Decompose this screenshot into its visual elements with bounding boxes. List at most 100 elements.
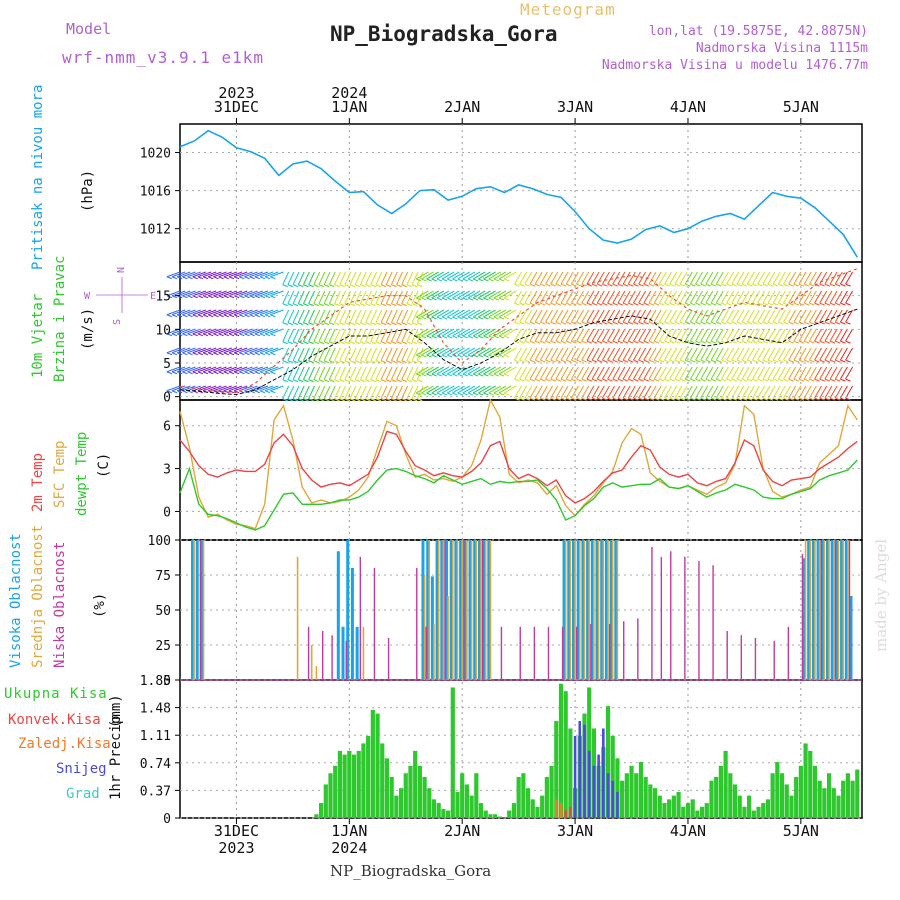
wind-barb-flag xyxy=(840,359,846,363)
precip-bar xyxy=(464,784,470,818)
wind-barb xyxy=(431,366,445,375)
wind-barb xyxy=(803,328,812,342)
wind-barb xyxy=(814,385,823,399)
wind-barb-flag xyxy=(264,314,271,318)
model-elevation: Nadmorska Visina u modelu 1476.77m xyxy=(601,58,868,73)
precip-bar xyxy=(483,810,488,818)
wind-barb-flag xyxy=(819,302,825,306)
precip-bar xyxy=(662,803,667,818)
wind-barb xyxy=(819,290,828,304)
wind-barb xyxy=(344,366,352,380)
wind-barb xyxy=(411,309,419,323)
wind-barb-flag xyxy=(824,340,831,344)
wind-barb-flag xyxy=(710,340,717,344)
temperature-ytick-label: 3 xyxy=(163,463,171,478)
wind-barb xyxy=(648,309,657,323)
wind-barb-flag xyxy=(375,303,382,307)
wind-barb xyxy=(328,347,336,361)
wind-barb xyxy=(726,385,735,399)
pressure-frame xyxy=(179,123,863,263)
wind-barb-flag xyxy=(571,378,577,382)
wind-barb xyxy=(741,309,750,323)
pressure-ytick-label: 1020 xyxy=(140,147,171,162)
wind-barb xyxy=(845,347,854,361)
wind-barb-flag xyxy=(462,297,468,301)
wind-barb xyxy=(524,309,533,323)
wind-barb xyxy=(478,366,491,375)
wind-barb xyxy=(457,385,471,394)
wind-barb xyxy=(244,366,258,373)
wind-barb xyxy=(406,328,414,342)
wind-barb-flag xyxy=(778,378,784,382)
wind-barb xyxy=(669,347,678,361)
wind-barb xyxy=(385,309,393,323)
precip-bar xyxy=(493,814,498,818)
wind-barb-flag xyxy=(349,379,356,383)
wind-barb xyxy=(695,309,704,323)
wind-barb xyxy=(819,366,828,380)
wind-barb-flag xyxy=(426,392,432,396)
wind-barb xyxy=(560,347,569,361)
wind-barb-flag xyxy=(819,283,825,287)
wind-barb-flag xyxy=(467,278,474,282)
wind-barb-flag xyxy=(411,379,418,383)
wind-barb xyxy=(715,347,724,361)
wind-barb-flag xyxy=(617,321,624,325)
wind-barb xyxy=(359,290,367,304)
wind-barb-flag xyxy=(182,295,188,299)
wind-barb-flag xyxy=(741,283,748,287)
wind-barb-flag xyxy=(555,302,562,306)
wind-barb xyxy=(586,366,595,380)
wind-barb xyxy=(208,366,222,373)
wind-barb-flag xyxy=(270,333,276,337)
wind-barb-flag xyxy=(581,321,587,325)
wind-barb-flag xyxy=(192,314,198,318)
wind-barb xyxy=(375,328,383,342)
wind-barb xyxy=(736,328,745,342)
mid-cloud-ylabel: Srednja Oblacnost xyxy=(30,524,46,668)
precip-bar xyxy=(606,773,610,818)
wind-barb-flag xyxy=(298,322,304,326)
wind-unit: (m/s) xyxy=(80,307,96,350)
wind-barb xyxy=(808,271,817,285)
wind-barb-flag xyxy=(824,359,831,363)
wind-barb-flag xyxy=(591,283,598,287)
wind-barb-flag xyxy=(354,341,361,345)
wind-barb-flag xyxy=(586,359,593,363)
wind-barb-flag xyxy=(254,390,261,394)
wind-barb xyxy=(344,309,352,323)
wind-barb-flag xyxy=(695,397,701,401)
wind-barb-flag xyxy=(223,371,229,375)
wind-barb-flag xyxy=(835,340,841,344)
wind-barb-flag xyxy=(354,284,361,288)
wind-barb-flag xyxy=(259,276,266,280)
wind-barb xyxy=(550,347,559,361)
wind-barb-flag xyxy=(602,302,608,306)
wind-barb-flag xyxy=(416,335,422,339)
wind-barb-flag xyxy=(840,340,846,344)
wind-barb-flag xyxy=(223,333,229,337)
wind-barb-flag xyxy=(365,322,371,326)
wind-barb-flag xyxy=(767,340,774,344)
wind-barb xyxy=(570,290,579,304)
wind-barb xyxy=(632,290,641,304)
wind-barb-flag xyxy=(386,303,392,307)
wind-barb xyxy=(777,309,786,323)
wind-barb xyxy=(292,328,300,342)
wind-barb xyxy=(767,290,776,304)
wind-barb xyxy=(401,290,409,304)
wind-barb-flag xyxy=(524,302,531,306)
wind-barb-flag xyxy=(365,360,371,364)
wind-barb xyxy=(534,309,543,323)
wind-barb-flag xyxy=(788,397,794,401)
wind-barb xyxy=(233,328,248,335)
precip-bar xyxy=(611,780,615,818)
wind-barb xyxy=(483,290,496,299)
wind-barb-flag xyxy=(411,360,418,364)
wind-barb-flag xyxy=(793,321,800,325)
wind-barb-flag xyxy=(483,392,489,396)
wind-barb-flag xyxy=(809,397,815,401)
wind-barb-flag xyxy=(202,352,209,356)
wind-barb-flag xyxy=(287,284,294,288)
precip-bar xyxy=(747,795,752,818)
